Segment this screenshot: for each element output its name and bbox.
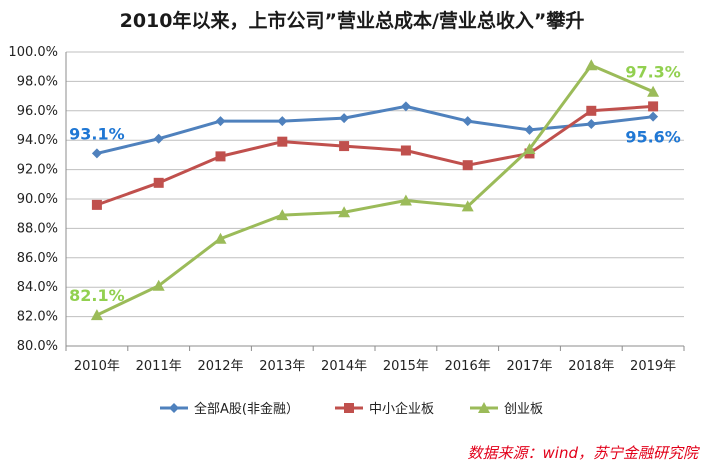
annotations: 93.1% 95.6% 82.1% 97.3% — [69, 63, 681, 305]
data-point — [523, 143, 536, 155]
x-tick-label: 2017年 — [506, 359, 552, 374]
y-tick-label: 96.0% — [17, 104, 58, 119]
data-point — [462, 160, 473, 171]
data-label: 93.1% — [69, 124, 125, 143]
data-point — [276, 209, 289, 221]
x-tick-label: 2010年 — [74, 359, 120, 374]
x-tick-label: 2014年 — [321, 359, 367, 374]
y-tick-label: 80.0% — [17, 339, 58, 354]
series-line — [96, 104, 654, 207]
data-point — [461, 200, 474, 212]
x-tick-label: 2013年 — [259, 359, 305, 374]
series-line — [96, 104, 654, 155]
source-note: 数据来源：wind，苏宁金融研究院 — [468, 444, 700, 462]
series-line — [96, 63, 654, 317]
data-point — [399, 194, 412, 206]
x-tick-label: 2012年 — [197, 359, 243, 374]
data-point — [586, 105, 597, 116]
legend-marker — [169, 403, 179, 413]
legend-label: 全部A股(非金融） — [194, 401, 299, 417]
data-point — [215, 116, 226, 127]
series-group — [90, 59, 660, 321]
data-point — [586, 119, 597, 130]
data-point — [585, 59, 598, 71]
y-tick-label: 94.0% — [17, 133, 58, 148]
data-label: 97.3% — [625, 63, 681, 82]
legend: 全部A股(非金融） 中小企业板 创业板 — [160, 401, 543, 417]
y-tick-label: 84.0% — [17, 280, 58, 295]
data-point — [524, 124, 535, 135]
data-point — [400, 101, 411, 112]
x-tick-label: 2018年 — [568, 359, 614, 374]
data-point — [647, 85, 660, 97]
data-label: 82.1% — [69, 286, 125, 305]
x-tick-label: 2016年 — [445, 359, 491, 374]
data-point — [215, 151, 226, 162]
y-tick-label: 86.0% — [17, 251, 58, 266]
legend-label: 中小企业板 — [369, 401, 434, 417]
data-point — [338, 206, 351, 218]
legend-label: 创业板 — [504, 402, 543, 417]
y-tick-label: 98.0% — [17, 74, 58, 89]
data-point — [214, 232, 227, 244]
data-point — [153, 177, 164, 188]
data-label: 95.6% — [625, 128, 681, 147]
axes: 80.0% 82.0% 84.0% 86.0% 88.0% 90.0% 92.0% 94.0%… — [8, 45, 685, 374]
data-point — [277, 136, 288, 147]
x-tick-label: 2015年 — [383, 359, 429, 374]
data-point — [152, 279, 165, 291]
data-point — [648, 111, 659, 122]
data-point — [91, 199, 102, 210]
y-tick-label: 92.0% — [17, 163, 58, 178]
legend-marker — [344, 403, 354, 413]
y-tick-label: 100.0% — [8, 45, 58, 60]
y-tick-label: 90.0% — [17, 192, 58, 207]
chart-title: 2010年以来，上市公司”营业总成本/营业总收入”攀升 — [120, 9, 585, 32]
x-tick-label: 2019年 — [630, 359, 676, 374]
x-tick-label: 2011年 — [136, 359, 182, 374]
legend-marker — [478, 402, 490, 413]
data-point — [91, 148, 102, 159]
data-point — [90, 309, 103, 321]
data-point — [339, 113, 350, 124]
data-point — [277, 116, 288, 127]
data-point — [462, 116, 473, 127]
data-point — [648, 101, 659, 112]
data-point — [339, 141, 350, 152]
y-tick-label: 88.0% — [17, 221, 58, 236]
data-point — [153, 133, 164, 144]
grid-lines — [66, 51, 684, 347]
y-tick-label: 82.0% — [17, 310, 58, 325]
data-point — [400, 145, 411, 156]
